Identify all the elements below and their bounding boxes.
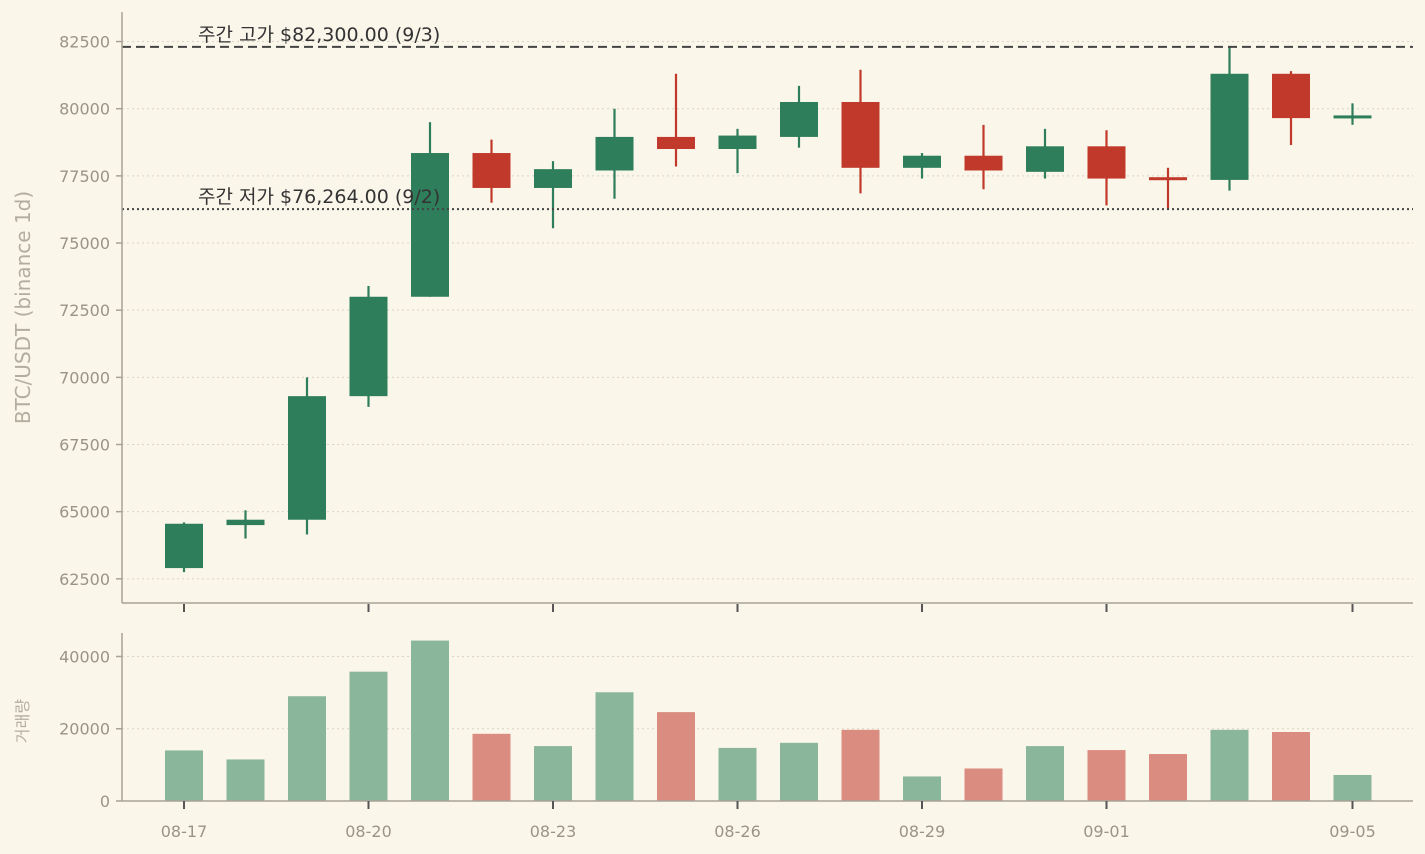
price-y-ticks: 62500 65000 67500 70000 72500 75000 77500 80000… bbox=[59, 33, 122, 589]
candle-body bbox=[226, 519, 265, 526]
volume-bar bbox=[226, 759, 265, 801]
volume-bar bbox=[657, 712, 695, 801]
annotations: 주간 고가 $82,300.00 (9/3) 주간 저가 $76,264.00 … bbox=[122, 24, 1413, 211]
axes bbox=[121, 12, 1413, 802]
volume-bar bbox=[165, 750, 203, 801]
price-y-tick-label: 72500 bbox=[59, 301, 110, 320]
price-y-tick-label: 65000 bbox=[59, 503, 110, 522]
candle-body bbox=[1149, 177, 1187, 181]
volume-bar bbox=[718, 747, 757, 801]
candle bbox=[1333, 103, 1372, 125]
candle bbox=[1087, 130, 1126, 206]
price-grid bbox=[122, 41, 1413, 580]
candle-body bbox=[903, 155, 941, 168]
candle-body bbox=[1333, 115, 1372, 119]
weekly-high-label: 주간 고가 $82,300.00 (9/3) bbox=[198, 24, 440, 46]
candle-body bbox=[718, 135, 757, 150]
x-tick-label: 08-23 bbox=[530, 822, 577, 841]
price-y-tick-label: 82500 bbox=[59, 33, 110, 52]
x-ticks: 08-17 08-20 08-23 08-26 08-29 09-01 09-05 bbox=[161, 604, 1376, 841]
x-tick-label: 08-29 bbox=[899, 822, 946, 841]
candle bbox=[1149, 167, 1187, 210]
candle bbox=[226, 510, 265, 539]
candle bbox=[349, 286, 388, 407]
candle bbox=[534, 161, 572, 229]
candle bbox=[903, 153, 941, 179]
candle-body bbox=[595, 136, 634, 171]
weekly-low-label: 주간 저가 $76,264.00 (9/2) bbox=[198, 186, 440, 208]
candle-body bbox=[1026, 146, 1064, 172]
candle-body bbox=[1272, 73, 1310, 119]
x-tick-label: 08-17 bbox=[161, 822, 208, 841]
candle-body bbox=[165, 523, 203, 569]
volume-bars bbox=[165, 640, 1372, 801]
volume-bar bbox=[595, 692, 634, 801]
candle bbox=[165, 522, 203, 573]
price-y-tick-label: 70000 bbox=[59, 368, 110, 387]
x-tick-label: 09-05 bbox=[1329, 822, 1376, 841]
volume-bar bbox=[841, 729, 880, 801]
volume-bar bbox=[472, 733, 511, 801]
price-y-tick-label: 77500 bbox=[59, 167, 110, 186]
volume-y-axis-title: 거래량 bbox=[13, 699, 32, 743]
candle bbox=[1026, 128, 1064, 179]
candle-body bbox=[349, 296, 388, 397]
price-y-tick-label: 62500 bbox=[59, 570, 110, 589]
price-y-axis-title: BTC/USDT (binance 1d) bbox=[11, 191, 35, 424]
volume-bar bbox=[411, 640, 449, 801]
candle bbox=[964, 124, 1003, 190]
candle-body bbox=[657, 136, 695, 150]
price-y-tick-label: 80000 bbox=[59, 100, 110, 119]
x-tick-label: 08-26 bbox=[714, 822, 761, 841]
volume-y-tick-label: 20000 bbox=[59, 720, 110, 739]
volume-bar bbox=[964, 768, 1003, 801]
candle bbox=[657, 73, 695, 167]
candle-body bbox=[964, 155, 1003, 171]
volume-bar bbox=[1210, 729, 1249, 801]
candle bbox=[472, 139, 511, 203]
volume-bar bbox=[349, 671, 388, 801]
candle-body bbox=[472, 153, 511, 188]
candle-body bbox=[841, 101, 880, 168]
candle-body bbox=[288, 396, 326, 520]
candle bbox=[288, 377, 326, 535]
volume-bar bbox=[1149, 754, 1187, 801]
volume-bar bbox=[903, 776, 941, 801]
candle bbox=[411, 122, 449, 297]
candle-body bbox=[1210, 73, 1249, 180]
volume-bar bbox=[1026, 746, 1064, 801]
volume-bar bbox=[534, 746, 572, 801]
volume-bar bbox=[1087, 750, 1126, 801]
candle-body bbox=[534, 169, 572, 188]
x-tick-label: 08-20 bbox=[345, 822, 392, 841]
candle bbox=[841, 69, 880, 194]
candle bbox=[595, 108, 634, 199]
candle bbox=[718, 128, 757, 174]
x-tick-label: 09-01 bbox=[1083, 822, 1130, 841]
volume-bar bbox=[1333, 774, 1372, 801]
volume-y-tick-label: 0 bbox=[100, 792, 110, 811]
price-y-tick-label: 67500 bbox=[59, 436, 110, 455]
candle-body bbox=[780, 101, 818, 137]
volume-y-tick-label: 40000 bbox=[59, 647, 110, 666]
volume-grid bbox=[122, 655, 1413, 730]
candle bbox=[1272, 71, 1310, 145]
candle-body bbox=[411, 153, 449, 297]
candle bbox=[1210, 46, 1249, 191]
candle bbox=[780, 85, 818, 148]
volume-bar bbox=[1272, 731, 1310, 801]
volume-bar bbox=[780, 742, 818, 801]
price-y-tick-label: 75000 bbox=[59, 234, 110, 253]
candles bbox=[165, 46, 1372, 573]
volume-bar bbox=[288, 696, 326, 801]
volume-y-ticks: 0 20000 40000 bbox=[59, 647, 122, 811]
candle-body bbox=[1087, 146, 1126, 179]
